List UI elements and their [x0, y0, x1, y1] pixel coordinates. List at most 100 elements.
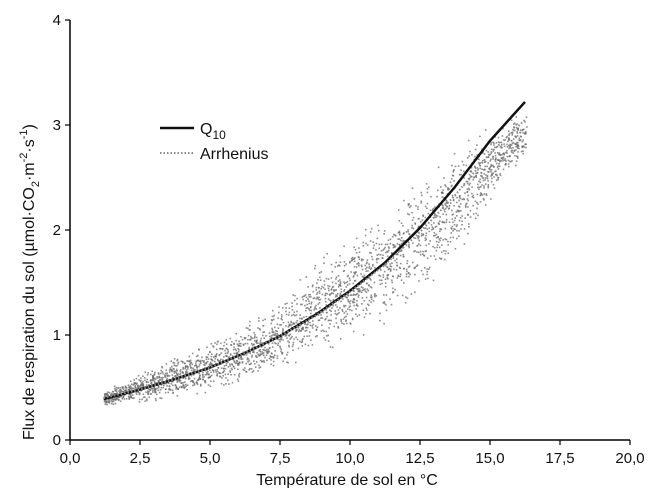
scatter-point [237, 347, 239, 350]
scatter-point [506, 149, 508, 152]
scatter-point [136, 382, 138, 385]
scatter-point [459, 217, 462, 219]
scatter-point [272, 309, 274, 312]
scatter-point [142, 375, 144, 378]
scatter-point [208, 373, 210, 376]
scatter-point [273, 356, 275, 358]
scatter-point [318, 296, 320, 299]
scatter-point [157, 372, 160, 374]
scatter-point [433, 232, 436, 234]
scatter-point [499, 174, 502, 177]
scatter-point [525, 143, 527, 145]
scatter-point [343, 305, 346, 308]
scatter-point [330, 289, 333, 291]
scatter-point [275, 342, 277, 345]
scatter-point [270, 322, 273, 325]
scatter-point [233, 342, 235, 345]
scatter-point [128, 398, 130, 400]
scatter-point [276, 333, 278, 335]
scatter-point [249, 368, 251, 370]
scatter-point [295, 361, 297, 364]
scatter-point [216, 373, 219, 375]
scatter-point [294, 294, 296, 297]
scatter-point [206, 346, 208, 348]
scatter-point [408, 206, 411, 209]
scatter-point [414, 273, 416, 276]
scatter-point [263, 361, 265, 363]
scatter-point [316, 296, 318, 299]
scatter-point [348, 283, 351, 285]
scatter-point [181, 386, 183, 389]
scatter-point [287, 314, 290, 316]
scatter-point [131, 387, 134, 390]
legend: Q10 Arrhenius [160, 121, 268, 163]
scatter-point [227, 349, 229, 351]
scatter-point [209, 364, 212, 366]
scatter-point [472, 178, 474, 181]
scatter-point [215, 362, 217, 365]
scatter-point [499, 161, 501, 163]
scatter-point [483, 161, 486, 163]
scatter-point [255, 340, 258, 343]
scatter-point [431, 229, 433, 231]
scatter-point [389, 268, 392, 270]
scatter-point [384, 243, 387, 246]
scatter-point [310, 306, 312, 308]
scatter-point [186, 371, 189, 373]
scatter-point [184, 365, 187, 367]
scatter-point [509, 146, 511, 149]
scatter-point [356, 300, 358, 302]
scatter-point [349, 302, 351, 305]
scatter-point [129, 393, 131, 396]
scatter-point [367, 304, 370, 307]
scatter-point [276, 355, 279, 357]
scatter-point [104, 392, 107, 395]
scatter-point [135, 391, 138, 394]
scatter-point [422, 234, 424, 236]
scatter-point [437, 241, 440, 244]
scatter-point [299, 340, 301, 343]
scatter-point [232, 359, 235, 361]
scatter-point [444, 203, 446, 205]
scatter-point [117, 387, 120, 389]
scatter-point [167, 375, 169, 378]
scatter-point [150, 388, 153, 390]
scatter-point [271, 352, 273, 355]
scatter-point [268, 347, 271, 349]
scatter-point [402, 241, 404, 243]
scatter-point [495, 157, 497, 159]
scatter-point [237, 380, 240, 382]
model-curves [103, 101, 526, 401]
scatter-point [509, 155, 511, 157]
scatter-point [400, 222, 403, 225]
scatter-point [385, 309, 388, 312]
scatter-point [429, 209, 432, 212]
scatter-point [335, 322, 338, 324]
scatter-point [157, 384, 160, 387]
scatter-point [354, 271, 357, 274]
scatter-point [259, 353, 262, 355]
scatter-point [235, 353, 238, 356]
scatter-point [435, 225, 438, 228]
scatter-point [419, 244, 422, 247]
scatter-point [220, 367, 223, 369]
scatter-point [295, 314, 298, 316]
scatter-point [456, 210, 459, 213]
scatter-point [245, 354, 248, 356]
scatter-point [504, 159, 506, 162]
scatter-point [214, 355, 217, 357]
scatter-point [161, 371, 164, 373]
scatter-point [146, 374, 149, 376]
scatter-point [269, 335, 271, 338]
scatter-point [261, 352, 264, 355]
scatter-point [151, 379, 154, 381]
scatter-point [282, 360, 284, 362]
scatter-point [178, 386, 181, 389]
scatter-point [262, 344, 265, 347]
scatter-point [216, 341, 219, 343]
scatter-point [408, 246, 410, 249]
scatter-point [380, 269, 382, 271]
scatter-point [350, 323, 352, 325]
scatter-point [474, 155, 476, 158]
